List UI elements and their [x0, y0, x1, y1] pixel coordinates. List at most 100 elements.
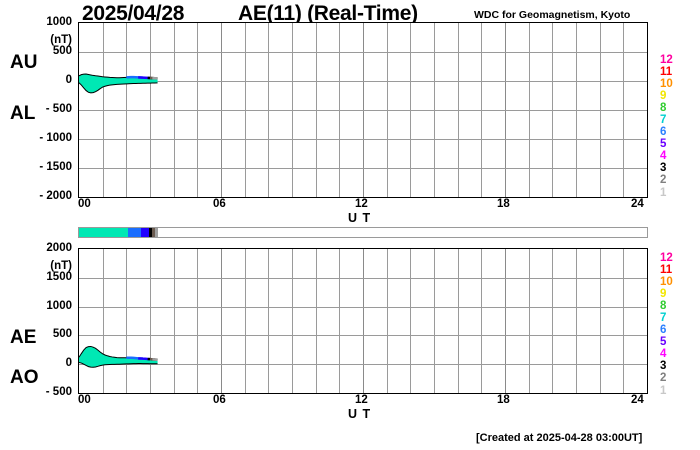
y-axis-tick-label: - 1500 [39, 161, 72, 173]
gridline-horizontal [79, 110, 647, 111]
series-line-ao [79, 361, 158, 368]
y-axis-tick-label: 1000 [46, 299, 72, 312]
gridline-vertical [481, 249, 482, 393]
series-label-ae: AE [10, 327, 37, 348]
gridline-vertical [339, 249, 340, 393]
legend-item-3: 3 [660, 162, 667, 175]
upper-y-unit-label: (nT) [50, 34, 72, 46]
gridline-vertical [363, 249, 364, 393]
y-axis-tick-label: 500 [52, 45, 72, 57]
series-label-au: AU [10, 52, 38, 73]
gridline-vertical [623, 249, 624, 393]
x-axis-tick-label: 24 [631, 198, 644, 210]
legend-item-11: 11 [660, 264, 673, 277]
legend-item-5: 5 [660, 336, 667, 349]
y-axis-tick-label: 500 [52, 328, 72, 341]
page-title-date: 2025/04/28 [82, 2, 185, 25]
gridline-vertical [458, 249, 459, 393]
x-axis-tick-label: 06 [213, 198, 226, 210]
legend-item-9: 9 [660, 90, 667, 103]
x-axis-tick-label: 00 [78, 394, 91, 406]
legend-item-6: 6 [660, 324, 667, 337]
upper-station-legend: 12 11 10 9 8 7 6 5 4 3 2 1 [660, 54, 673, 199]
legend-item-7: 7 [660, 312, 667, 325]
legend-item-7: 7 [660, 114, 667, 127]
station-coverage-colorbar [78, 227, 648, 238]
legend-item-12: 12 [660, 252, 673, 264]
legend-item-1: 1 [660, 186, 667, 199]
gridline-horizontal [79, 278, 647, 279]
y-axis-tick-label: - 500 [45, 103, 72, 115]
gridline-vertical [126, 249, 127, 393]
legend-item-5: 5 [660, 138, 667, 151]
gridline-vertical [552, 249, 553, 393]
gridline-horizontal [79, 168, 647, 169]
legend-item-3: 3 [660, 360, 667, 373]
upper-x-axis-title: U T [348, 211, 372, 225]
x-axis-tick-label: 18 [497, 198, 510, 210]
colorbar-segment [79, 228, 128, 237]
legend-item-4: 4 [660, 150, 667, 163]
y-axis-tick-label: 1500 [46, 270, 72, 283]
series-label-al: AL [10, 103, 36, 124]
gridline-vertical [221, 249, 222, 393]
gridline-horizontal [79, 364, 647, 365]
gridline-vertical [292, 249, 293, 393]
gridline-vertical [410, 249, 411, 393]
legend-item-10: 10 [660, 78, 673, 91]
legend-item-9: 9 [660, 288, 667, 301]
y-axis-tick-label: - 500 [45, 386, 72, 398]
gridline-horizontal [79, 81, 647, 82]
gridline-vertical [387, 249, 388, 393]
x-axis-tick-label: 12 [355, 394, 368, 406]
legend-item-12: 12 [660, 54, 673, 66]
gridline-vertical [529, 249, 530, 393]
colorbar-segment [127, 228, 141, 237]
gridline-vertical [600, 249, 601, 393]
lower-plot-frame [78, 248, 648, 394]
gridline-vertical [316, 249, 317, 393]
page-title: AE(11) (Real-Time) [238, 2, 418, 25]
lower-plot-traces [79, 345, 158, 368]
colorbar-segment [151, 228, 156, 237]
legend-item-8: 8 [660, 102, 667, 115]
gridline-vertical [174, 249, 175, 393]
created-timestamp: [Created at 2025-04-28 03:00UT] [476, 432, 643, 444]
legend-item-2: 2 [660, 372, 667, 385]
gridline-vertical [245, 249, 246, 393]
colorbar-segment [148, 228, 152, 237]
y-axis-tick-label: 0 [65, 357, 72, 370]
upper-plot-frame [78, 22, 648, 198]
lower-y-unit-label: (nT) [50, 260, 72, 272]
series-label-ao: AO [10, 367, 39, 388]
series-band-fill [79, 346, 158, 368]
legend-item-4: 4 [660, 348, 667, 361]
legend-item-8: 8 [660, 300, 667, 313]
legend-item-1: 1 [660, 384, 667, 397]
y-axis-tick-label: 1000 [46, 16, 72, 28]
lower-station-legend: 12 11 10 9 8 7 6 5 4 3 2 1 [660, 252, 673, 397]
gridline-horizontal [79, 335, 647, 336]
colorbar-segment [140, 228, 149, 237]
series-band-fill [79, 74, 158, 93]
x-axis-tick-label: 24 [631, 394, 644, 406]
series-line-al [79, 82, 158, 94]
gridline-horizontal [79, 139, 647, 140]
legend-item-6: 6 [660, 126, 667, 139]
gridline-vertical [505, 249, 506, 393]
y-axis-tick-label: - 1000 [39, 132, 72, 144]
gridline-vertical [576, 249, 577, 393]
legend-item-11: 11 [660, 66, 673, 79]
x-axis-tick-label: 06 [213, 394, 226, 406]
colorbar-segment [155, 228, 158, 237]
gridline-horizontal [79, 52, 647, 53]
gridline-vertical [268, 249, 269, 393]
lower-x-axis-title: U T [348, 407, 372, 421]
y-axis-tick-label: 0 [65, 74, 72, 86]
upper-plot-traces [79, 73, 158, 94]
gridline-vertical [434, 249, 435, 393]
gridline-vertical [197, 249, 198, 393]
gridline-horizontal [79, 307, 647, 308]
gridline-vertical [103, 249, 104, 393]
